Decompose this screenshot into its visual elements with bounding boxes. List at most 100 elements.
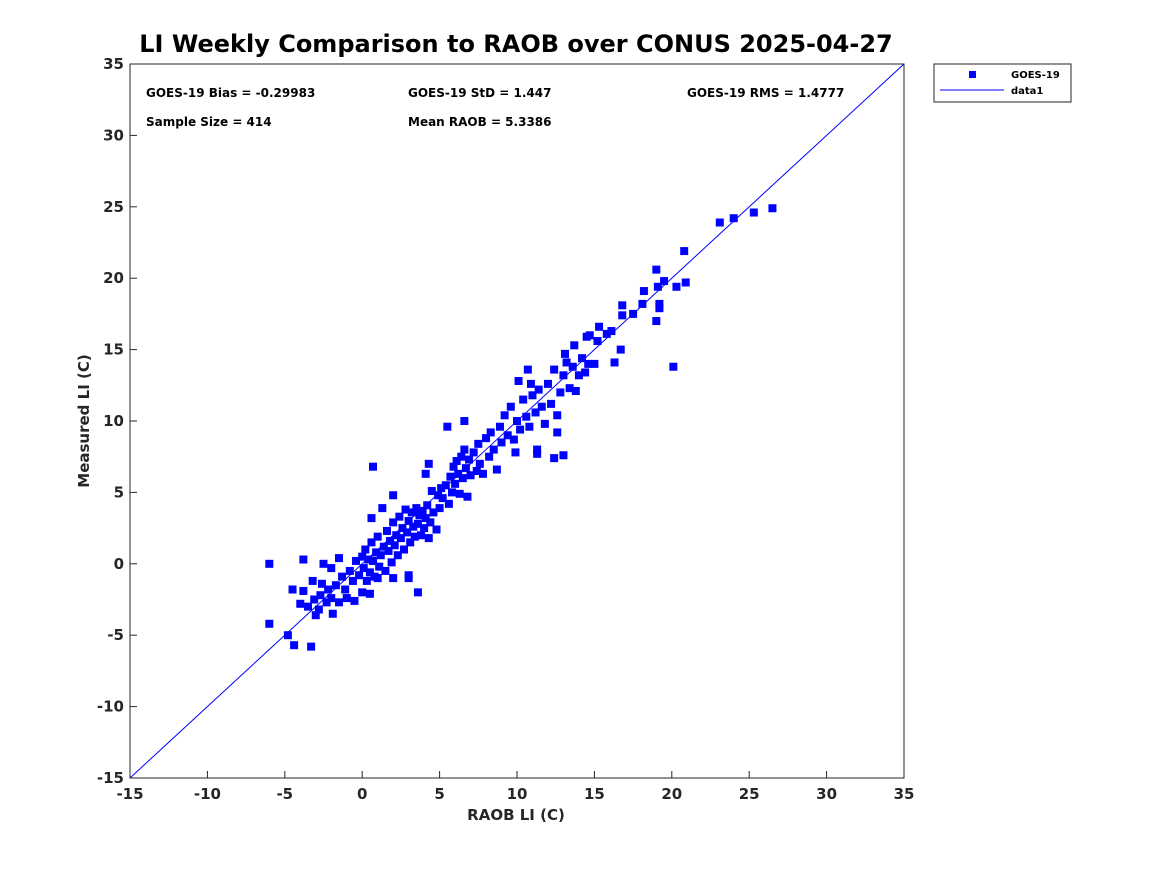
stat-std: GOES-19 StD = 1.447 xyxy=(408,86,551,100)
y-tick-label: -15 xyxy=(97,769,124,787)
data-point xyxy=(446,472,455,481)
data-point xyxy=(308,576,317,585)
x-tick-label: 0 xyxy=(357,785,367,803)
data-point xyxy=(509,435,518,444)
data-point xyxy=(534,385,543,394)
data-point xyxy=(265,559,274,568)
data-point xyxy=(434,491,443,500)
data-point xyxy=(482,434,491,443)
data-point xyxy=(328,609,337,618)
y-axis: -15 -10 -5 0 5 10 15 20 25 30 35 xyxy=(97,55,137,787)
data-point xyxy=(415,511,424,520)
data-point xyxy=(457,452,466,461)
data-point xyxy=(568,362,577,371)
data-point xyxy=(528,391,537,400)
data-point xyxy=(451,479,460,488)
data-point xyxy=(584,359,593,368)
legend-label-data1: data1 xyxy=(1011,86,1043,97)
data-point xyxy=(466,471,475,480)
data-point xyxy=(369,556,378,565)
data-point xyxy=(602,329,611,338)
data-point xyxy=(680,247,689,256)
data-point xyxy=(585,331,594,340)
data-point xyxy=(655,299,664,308)
data-point xyxy=(319,559,328,568)
data-point xyxy=(304,602,313,611)
data-point xyxy=(590,359,599,368)
data-point xyxy=(485,452,494,461)
data-point xyxy=(345,566,354,575)
data-point xyxy=(317,579,326,588)
data-point xyxy=(420,524,429,533)
x-tick-label: 35 xyxy=(894,785,915,803)
y-tick-label: 5 xyxy=(114,483,124,501)
data-point xyxy=(311,611,320,620)
data-point xyxy=(669,362,678,371)
data-point xyxy=(421,514,430,523)
data-point xyxy=(352,556,361,565)
data-point xyxy=(537,402,546,411)
data-point xyxy=(365,568,374,577)
data-point xyxy=(556,388,565,397)
x-tick-label: 25 xyxy=(739,785,760,803)
data-point xyxy=(327,594,336,603)
data-point xyxy=(399,545,408,554)
legend-box xyxy=(933,63,1072,103)
data-point xyxy=(378,504,387,513)
data-point xyxy=(525,422,534,431)
data-point xyxy=(443,422,452,431)
data-point xyxy=(500,411,509,420)
data-point xyxy=(519,395,528,404)
data-point xyxy=(652,317,661,326)
data-point xyxy=(290,641,299,650)
data-point xyxy=(639,287,648,296)
data-point xyxy=(429,508,438,517)
data-point xyxy=(367,514,376,523)
data-point xyxy=(423,501,432,510)
data-point xyxy=(455,489,464,498)
data-point xyxy=(672,282,681,291)
data-point xyxy=(334,554,343,563)
data-point xyxy=(540,419,549,428)
data-point xyxy=(460,445,469,454)
y-tick-label: -5 xyxy=(107,626,124,644)
data-point xyxy=(465,455,474,464)
data-point xyxy=(492,465,501,474)
data-point xyxy=(550,454,559,463)
data-point xyxy=(560,349,569,358)
data-point xyxy=(475,459,484,468)
data-point xyxy=(652,265,661,274)
y-tick-label: 20 xyxy=(103,269,124,287)
data-point xyxy=(447,488,456,497)
data-point xyxy=(486,428,495,437)
data-point xyxy=(523,365,532,374)
legend-marker-goes19 xyxy=(969,71,976,78)
data-point xyxy=(418,506,427,515)
data-point xyxy=(382,526,391,535)
data-point xyxy=(386,536,395,545)
data-point xyxy=(296,599,305,608)
data-point xyxy=(410,532,419,541)
data-point xyxy=(437,484,446,493)
data-point xyxy=(547,399,556,408)
data-point xyxy=(565,384,574,393)
data-point xyxy=(364,555,373,564)
data-point xyxy=(372,548,381,557)
data-point xyxy=(472,466,481,475)
data-point xyxy=(460,417,469,425)
data-point xyxy=(367,538,376,547)
data-point xyxy=(413,519,422,528)
data-point xyxy=(413,588,422,597)
data-point xyxy=(424,534,433,543)
data-point xyxy=(432,525,441,534)
data-point xyxy=(454,469,463,478)
data-point xyxy=(365,589,374,598)
data-point xyxy=(384,546,393,555)
data-point xyxy=(616,345,625,354)
stat-rms: GOES-19 RMS = 1.4777 xyxy=(687,86,844,100)
data-point xyxy=(438,494,447,503)
data-point xyxy=(553,411,562,420)
data-point xyxy=(506,402,515,411)
data-point xyxy=(514,377,523,386)
data-point xyxy=(396,534,405,543)
